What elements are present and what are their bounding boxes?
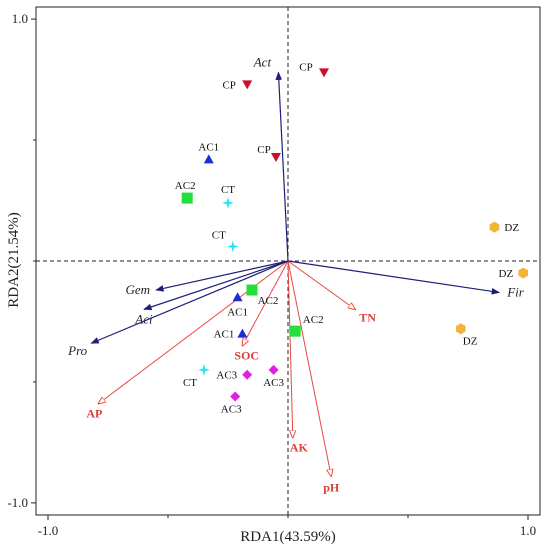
sample-label-cp: CP [222,79,235,91]
species-arrow-act [275,71,289,262]
x-axis-title: RDA1(43.59%) [240,529,335,545]
sample-label-ct: CT [183,377,197,389]
sample-label-ac3: AC3 [216,370,237,382]
x-tick-label: -1.0 [38,523,59,538]
sample-marker-dz [518,267,528,279]
env-arrow-tn [287,260,355,309]
sample-label-cp: CP [257,144,270,156]
env-arrow-soc [242,260,289,346]
env-arrow-ak [287,260,293,438]
sample-marker-ct [226,240,239,253]
x-tick-label: 1.0 [520,523,536,538]
sample-label-cp: CP [299,61,312,73]
env-label-ph: pH [323,480,340,494]
sample-marker-cp [319,68,329,78]
sample-marker-ac2 [246,284,258,296]
sample-marker-ct [222,196,234,209]
species-arrow-aci [143,260,289,311]
sample-label-ct: CT [212,229,226,241]
sample-label-ct: CT [221,184,235,196]
env-label-soc: SOC [234,349,259,363]
sample-label-ac2: AC2 [303,314,324,326]
sample-marker-ac1 [237,328,248,338]
sample-marker-ac2 [181,192,193,204]
env-label-ak: AK [290,441,309,455]
y-tick-label: -1.0 [7,495,28,510]
sample-marker-ac1 [203,154,214,164]
sample-points: CP CP CP AC1 AC1 AC1 AC2 AC2 AC2 AC3 AC3 AC3 CT CT CT D… [175,61,528,415]
sample-marker-ac1 [232,292,243,302]
species-label-gem: Gem [125,282,150,297]
sample-marker-ac2 [289,325,301,337]
sample-marker-ac3 [242,369,253,380]
sample-marker-ac3 [230,391,241,402]
species-label-fir: Fir [506,284,525,299]
sample-label-ac1: AC1 [214,329,235,341]
sample-label-dz: DZ [499,268,514,280]
species-label-act: Act [253,54,272,69]
sample-marker-cp [271,152,281,162]
sample-label-ac1: AC1 [198,141,219,153]
env-arrow-ph [287,260,331,476]
sample-marker-dz [489,221,500,233]
sample-label-ac3: AC3 [263,377,284,389]
y-tick-label: 1.0 [12,11,28,26]
env-label-tn: TN [359,310,376,324]
sample-label-dz: DZ [504,222,519,234]
env-label-ap: AP [86,407,102,421]
species-arrow-gem [155,260,289,292]
y-axis-title: RDA2(21.54%) [6,212,22,307]
sample-label-dz: DZ [463,336,478,348]
sample-label-ac1: AC1 [227,306,248,318]
sample-marker-ac3 [268,364,279,375]
sample-label-ac3: AC3 [221,403,242,415]
species-arrow-pro [90,260,289,344]
axis-ticks: -1.0 -1.0 1.0 1.0 [7,11,536,538]
sample-label-ac2: AC2 [175,180,196,192]
sample-label-ac2: AC2 [258,295,279,307]
sample-marker-dz [456,323,466,335]
species-label-pro: Pro [67,343,88,358]
sample-marker-ct [198,363,210,376]
sample-marker-cp [242,80,253,90]
species-arrow-fir [287,260,501,295]
